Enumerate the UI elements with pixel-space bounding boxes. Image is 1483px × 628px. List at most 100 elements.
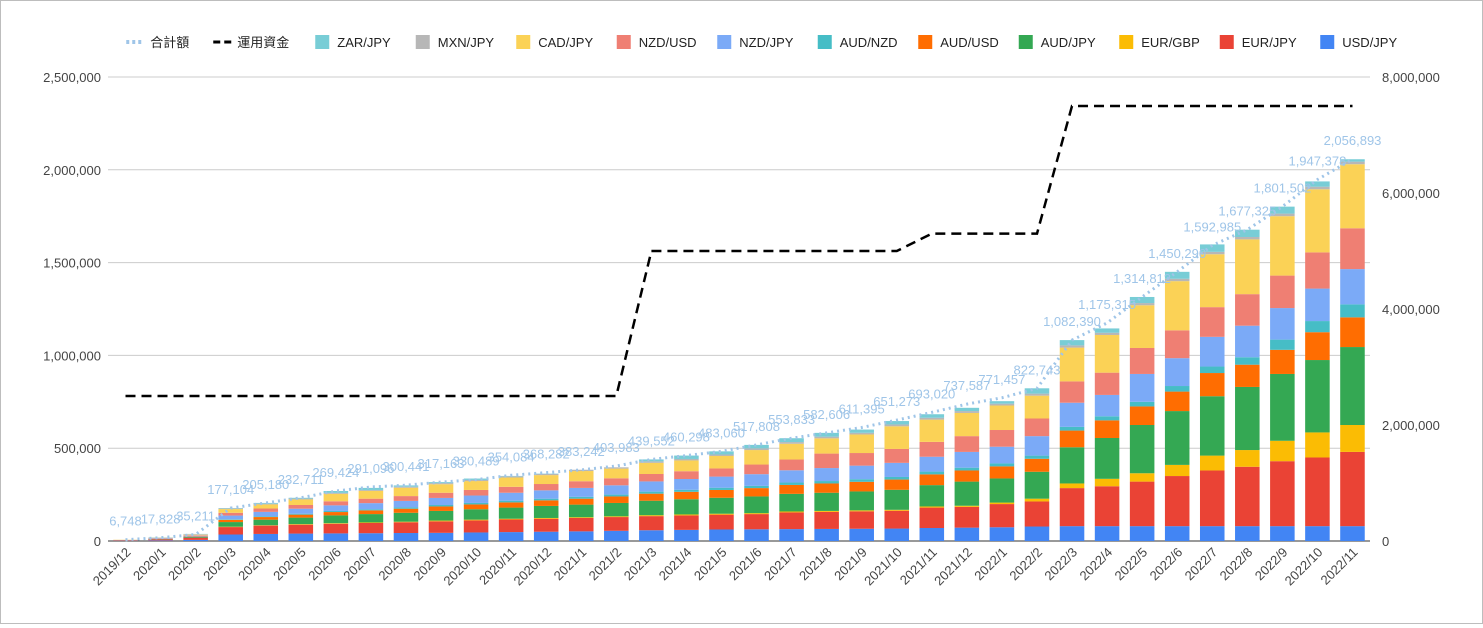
bar-aud-usd-2020/4 bbox=[253, 517, 278, 520]
bar-aud-nzd-2021/5 bbox=[709, 488, 734, 490]
bar-eur-jpy-2022/6 bbox=[1165, 476, 1190, 526]
bar-aud-usd-2022/5 bbox=[1130, 406, 1155, 425]
bar-eur-gbp-2021/12 bbox=[955, 506, 980, 507]
x-tick-label: 2022/2 bbox=[1006, 545, 1045, 584]
bar-nzd-jpy-2021/9 bbox=[849, 466, 874, 480]
x-tick-label: 2022/7 bbox=[1182, 545, 1221, 584]
bar-aud-nzd-2021/6 bbox=[744, 486, 769, 488]
bar-eur-gbp-2022/2 bbox=[1025, 499, 1050, 502]
bar-usd-jpy-2022/2 bbox=[1025, 527, 1050, 541]
bar-aud-usd-2022/2 bbox=[1025, 459, 1050, 472]
right-y-tick-label: 6,000,000 bbox=[1382, 186, 1440, 201]
legend-swatch-cad-jpy bbox=[516, 35, 530, 49]
bar-usd-jpy-2021/10 bbox=[884, 529, 909, 541]
bar-eur-jpy-2022/4 bbox=[1095, 486, 1120, 526]
bar-aud-nzd-2022/7 bbox=[1200, 367, 1225, 374]
bar-eur-jpy-2022/10 bbox=[1305, 457, 1330, 526]
bar-zar-jpy-2022/3 bbox=[1060, 340, 1085, 345]
legend-swatch-mxn-jpy bbox=[416, 35, 430, 49]
legend-swatch-nzd-jpy bbox=[717, 35, 731, 49]
left-y-tick-label: 1,500,000 bbox=[43, 256, 101, 271]
right-y-tick-label: 2,000,000 bbox=[1382, 418, 1440, 433]
bar-nzd-usd-2020/4 bbox=[253, 509, 278, 512]
bar-cad-jpy-2022/6 bbox=[1165, 281, 1190, 330]
bar-eur-gbp-2020/9 bbox=[429, 521, 454, 522]
bar-eur-jpy-2021/7 bbox=[779, 512, 804, 529]
bar-aud-usd-2020/12 bbox=[534, 500, 559, 506]
bar-aud-usd-2020/3 bbox=[218, 520, 243, 522]
bar-aud-usd-2022/11 bbox=[1340, 317, 1365, 347]
bar-mxn-jpy-2021/4 bbox=[674, 459, 699, 460]
bar-aud-usd-2020/10 bbox=[464, 504, 489, 509]
x-tick-label: 2022/4 bbox=[1076, 545, 1115, 584]
bar-eur-gbp-2020/8 bbox=[394, 522, 419, 523]
x-tick-label: 2020/6 bbox=[305, 545, 344, 584]
bar-aud-nzd-2021/12 bbox=[955, 468, 980, 471]
bar-aud-usd-2021/3 bbox=[639, 494, 664, 501]
bar-zar-jpy-2021/12 bbox=[955, 408, 980, 411]
bar-nzd-jpy-2020/4 bbox=[253, 512, 278, 516]
bar-aud-jpy-2020/12 bbox=[534, 506, 559, 518]
bar-zar-jpy-2022/1 bbox=[990, 401, 1015, 404]
x-tick-label: 2020/5 bbox=[270, 545, 309, 584]
x-tick-label: 2021/3 bbox=[621, 545, 660, 584]
bar-cad-jpy-2020/10 bbox=[464, 481, 489, 490]
bar-eur-jpy-2022/2 bbox=[1025, 501, 1050, 526]
bar-mxn-jpy-2020/9 bbox=[429, 483, 454, 484]
bar-mxn-jpy-2021/10 bbox=[884, 424, 909, 426]
bar-nzd-jpy-2022/6 bbox=[1165, 358, 1190, 386]
bar-aud-nzd-2022/2 bbox=[1025, 456, 1050, 459]
bar-usd-jpy-2020/6 bbox=[324, 533, 349, 541]
bar-usd-jpy-2022/6 bbox=[1165, 526, 1190, 541]
x-tick-label: 2022/3 bbox=[1041, 545, 1080, 584]
bar-aud-usd-2021/8 bbox=[814, 483, 839, 492]
total-data-label: 1,082,390 bbox=[1043, 314, 1101, 329]
bar-mxn-jpy-2022/2 bbox=[1025, 394, 1050, 396]
bar-cad-jpy-2022/2 bbox=[1025, 396, 1050, 419]
bar-nzd-usd-2020/7 bbox=[359, 499, 384, 503]
bar-usd-jpy-2020/11 bbox=[499, 532, 524, 541]
bar-aud-jpy-2021/9 bbox=[849, 491, 874, 510]
bar-nzd-usd-2021/11 bbox=[920, 442, 945, 457]
bar-aud-jpy-2022/6 bbox=[1165, 411, 1190, 465]
bar-eur-jpy-2021/5 bbox=[709, 515, 734, 530]
bar-nzd-jpy-2020/12 bbox=[534, 490, 559, 498]
bar-nzd-jpy-2022/11 bbox=[1340, 269, 1365, 304]
bar-eur-jpy-2020/10 bbox=[464, 520, 489, 532]
right-y-tick-label: 8,000,000 bbox=[1382, 70, 1440, 85]
bar-aud-nzd-2020/7 bbox=[359, 509, 384, 510]
bar-eur-jpy-2020/5 bbox=[289, 525, 314, 534]
bar-nzd-usd-2021/1 bbox=[569, 481, 594, 488]
bar-eur-jpy-2020/12 bbox=[534, 519, 559, 532]
bar-aud-nzd-2020/5 bbox=[289, 514, 314, 515]
bar-aud-jpy-2022/11 bbox=[1340, 347, 1365, 425]
bar-aud-nzd-2020/4 bbox=[253, 516, 278, 517]
bar-nzd-jpy-2021/8 bbox=[814, 468, 839, 481]
bar-cad-jpy-2020/9 bbox=[429, 484, 454, 493]
bar-aud-nzd-2021/7 bbox=[779, 483, 804, 485]
bar-nzd-jpy-2021/3 bbox=[639, 481, 664, 491]
bar-aud-nzd-2021/8 bbox=[814, 481, 839, 483]
bar-cad-jpy-2020/4 bbox=[253, 504, 278, 508]
bar-aud-usd-2021/1 bbox=[569, 499, 594, 505]
bar-cad-jpy-2021/4 bbox=[674, 460, 699, 471]
bar-mxn-jpy-2021/9 bbox=[849, 433, 874, 435]
bar-mxn-jpy-2021/8 bbox=[814, 437, 839, 439]
bar-eur-gbp-2020/7 bbox=[359, 522, 384, 523]
bar-eur-gbp-2022/10 bbox=[1305, 432, 1330, 457]
bar-aud-nzd-2022/11 bbox=[1340, 304, 1365, 317]
bar-aud-usd-2021/2 bbox=[604, 496, 629, 503]
bar-aud-usd-2022/6 bbox=[1165, 392, 1190, 411]
bar-nzd-jpy-2021/5 bbox=[709, 477, 734, 488]
bar-usd-jpy-2020/2 bbox=[183, 540, 208, 541]
bar-usd-jpy-2020/7 bbox=[359, 533, 384, 541]
bar-eur-gbp-2020/12 bbox=[534, 518, 559, 519]
bar-aud-jpy-2021/5 bbox=[709, 498, 734, 514]
bar-nzd-jpy-2021/6 bbox=[744, 474, 769, 486]
bar-eur-gbp-2022/6 bbox=[1165, 465, 1190, 476]
bar-nzd-usd-2021/10 bbox=[884, 449, 909, 463]
bar-eur-jpy-2021/3 bbox=[639, 516, 664, 530]
legend-label: AUD/JPY bbox=[1041, 35, 1096, 50]
legend-label: NZD/USD bbox=[639, 35, 697, 50]
bar-aud-usd-2020/11 bbox=[499, 502, 524, 507]
